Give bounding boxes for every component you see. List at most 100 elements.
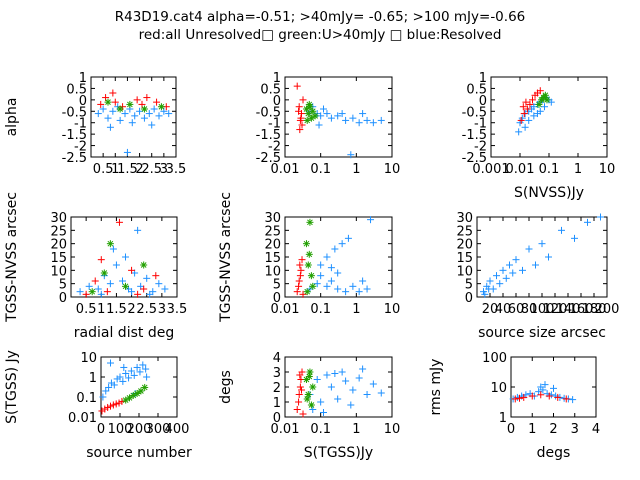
point-green bbox=[141, 383, 149, 391]
point-blue bbox=[102, 387, 110, 395]
point-green bbox=[122, 282, 130, 290]
y-tick-label: -1 bbox=[74, 117, 87, 132]
point-red bbox=[529, 96, 537, 104]
point-blue bbox=[146, 290, 154, 298]
point-red bbox=[293, 288, 301, 296]
point-red bbox=[101, 405, 109, 413]
point-red bbox=[296, 272, 304, 280]
point-green bbox=[311, 112, 319, 120]
point-blue bbox=[118, 277, 126, 285]
point-red bbox=[295, 398, 303, 406]
point-red bbox=[297, 110, 305, 118]
point-green bbox=[304, 391, 312, 398]
point-red bbox=[299, 96, 307, 104]
point-blue bbox=[515, 128, 523, 136]
point-red bbox=[82, 290, 90, 298]
point-red bbox=[536, 87, 544, 95]
point-blue bbox=[530, 103, 538, 111]
x-tick-label: 1 bbox=[352, 302, 360, 317]
point-blue bbox=[519, 266, 526, 274]
y-tick-label: 0 bbox=[273, 411, 281, 426]
point-green bbox=[302, 240, 310, 248]
y-tick-label: 4 bbox=[273, 351, 281, 366]
point-red bbox=[152, 272, 160, 280]
point-blue bbox=[323, 282, 331, 290]
point-blue bbox=[532, 261, 539, 269]
x-tick-label: 200 bbox=[127, 422, 152, 437]
x-tick-label: 0.01 bbox=[271, 162, 300, 177]
x-tick-label: 3 bbox=[160, 162, 168, 177]
point-blue bbox=[571, 234, 578, 242]
point-blue bbox=[334, 269, 342, 277]
point-blue bbox=[104, 114, 112, 122]
point-blue bbox=[116, 116, 124, 124]
point-blue bbox=[125, 374, 133, 382]
x-tick-label: 2.5 bbox=[136, 302, 157, 317]
point-blue bbox=[94, 110, 102, 118]
point-red bbox=[298, 256, 306, 264]
point-green bbox=[303, 288, 311, 296]
point-blue bbox=[347, 401, 355, 409]
point-blue bbox=[377, 389, 385, 397]
y-tick-label: 10 bbox=[50, 264, 67, 279]
point-blue bbox=[537, 383, 545, 391]
x-tick-label: 3.5 bbox=[166, 162, 187, 177]
point-green bbox=[133, 389, 141, 397]
point-blue bbox=[338, 240, 346, 248]
point-blue bbox=[338, 110, 346, 118]
point-blue bbox=[541, 381, 549, 389]
point-green bbox=[303, 395, 311, 403]
point-blue bbox=[109, 245, 117, 253]
y-tick-label: 15 bbox=[50, 251, 67, 266]
point-blue bbox=[509, 269, 517, 277]
point-blue bbox=[136, 368, 144, 376]
x-tick-label: 10 bbox=[384, 422, 401, 437]
x-tick-label: 3 bbox=[571, 422, 579, 437]
y-axis-label: rms mJy bbox=[428, 359, 444, 416]
y-tick-label: -2 bbox=[474, 140, 487, 155]
y-tick-label: 3 bbox=[273, 366, 281, 381]
point-red bbox=[153, 98, 161, 106]
point-blue bbox=[550, 384, 557, 392]
point-red bbox=[297, 266, 305, 274]
point-blue bbox=[134, 226, 142, 234]
point-blue bbox=[359, 365, 367, 373]
y-tick-label: 30 bbox=[50, 211, 67, 226]
point-red bbox=[296, 116, 304, 124]
point-red bbox=[109, 89, 117, 97]
point-red bbox=[522, 98, 530, 106]
point-blue bbox=[338, 368, 346, 376]
y-axis-label: TGSS-NVSS arcsec bbox=[4, 192, 20, 323]
point-red bbox=[299, 290, 307, 298]
point-blue bbox=[344, 234, 352, 242]
y-tick-label: 1 bbox=[499, 411, 507, 426]
point-red bbox=[296, 261, 304, 269]
point-blue bbox=[309, 406, 317, 413]
x-tick-label: 180 bbox=[582, 302, 607, 317]
plot-frame bbox=[476, 216, 608, 298]
point-blue bbox=[530, 112, 538, 120]
point-blue bbox=[165, 110, 173, 118]
point-red bbox=[516, 394, 523, 402]
point-red bbox=[109, 401, 117, 409]
x-axis-label: source size arcsec bbox=[478, 325, 606, 341]
plot-frame bbox=[284, 216, 393, 298]
y-tick-label: 0 bbox=[273, 291, 281, 306]
point-red bbox=[523, 105, 531, 113]
point-blue bbox=[377, 116, 385, 124]
point-blue bbox=[533, 110, 541, 118]
x-tick-label: 0.5 bbox=[76, 302, 97, 317]
y-tick-label: 0.01 bbox=[68, 411, 97, 426]
point-blue bbox=[161, 285, 169, 293]
point-blue bbox=[317, 398, 325, 406]
x-tick-label: 160 bbox=[569, 302, 594, 317]
y-axis-label: S(TGSS) Jy bbox=[4, 350, 20, 424]
y-tick-label: -1.5 bbox=[256, 128, 281, 143]
point-blue bbox=[143, 373, 151, 381]
point-green bbox=[116, 105, 124, 113]
x-tick-label: 0.001 bbox=[472, 162, 509, 177]
x-tick-label: 0.1 bbox=[310, 422, 331, 437]
point-blue bbox=[123, 148, 131, 156]
point-blue bbox=[493, 272, 500, 280]
